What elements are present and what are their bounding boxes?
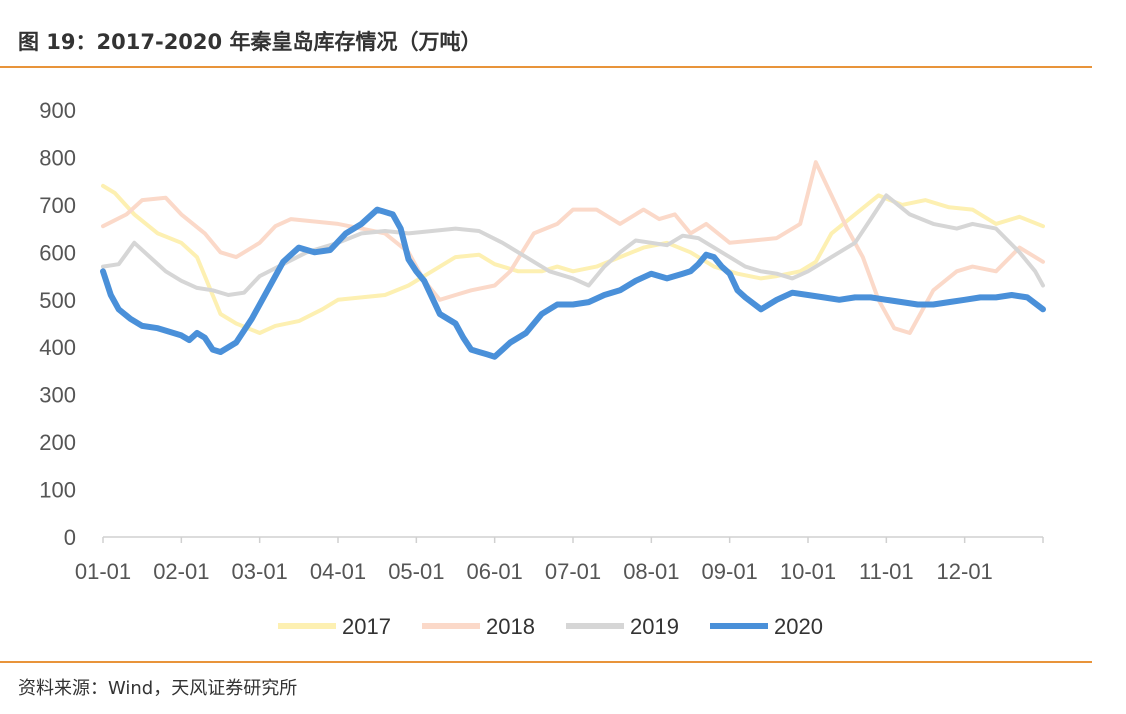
x-tick-label: 09-01 (702, 559, 758, 584)
y-tick-label: 200 (39, 430, 76, 455)
x-tick-label: 11-01 (859, 559, 914, 584)
y-tick-label: 400 (39, 335, 76, 360)
x-axis: 01-01 02-01 03-01 04-01 05-01 06-01 07-01 08-01… (75, 536, 1044, 584)
footer-divider (0, 661, 1092, 663)
x-tick-label: 03-01 (232, 559, 288, 584)
x-tick-label: 01-01 (75, 559, 131, 584)
y-tick-label: 900 (39, 98, 76, 123)
x-tick-label: 10-01 (780, 559, 836, 584)
legend-label-2019: 2019 (630, 614, 679, 639)
series-line-2020 (100, 206, 1046, 360)
legend-label-2018: 2018 (486, 614, 535, 639)
header-divider (0, 66, 1092, 68)
series-lines (100, 160, 1046, 360)
x-tick-label: 04-01 (310, 559, 366, 584)
y-tick-label: 100 (39, 478, 76, 503)
x-tick-label: 07-01 (545, 559, 601, 584)
page-title: 图 19：2017-2020 年秦皇岛库存情况（万吨） (18, 30, 482, 54)
x-tick-label: 08-01 (623, 559, 679, 584)
legend-label-2020: 2020 (774, 614, 823, 639)
x-tick-label: 05-01 (388, 559, 444, 584)
y-tick-label: 500 (39, 288, 76, 313)
y-axis: 0 100 200 300 400 500 600 700 800 900 (39, 98, 76, 550)
source-note: 资料来源：Wind，天风证券研究所 (18, 678, 298, 699)
y-tick-label: 300 (39, 383, 76, 408)
legend: 2017 2018 2019 2020 (278, 614, 823, 639)
y-tick-label: 800 (39, 145, 76, 170)
legend-label-2017: 2017 (342, 614, 391, 639)
y-tick-label: 0 (64, 525, 76, 550)
y-tick-label: 700 (39, 193, 76, 218)
series-line-2019 (101, 193, 1045, 297)
y-tick-label: 600 (39, 240, 76, 265)
x-tick-label: 02-01 (153, 559, 209, 584)
x-tick-label: 06-01 (467, 559, 523, 584)
x-tick-label: 12-01 (937, 559, 993, 584)
